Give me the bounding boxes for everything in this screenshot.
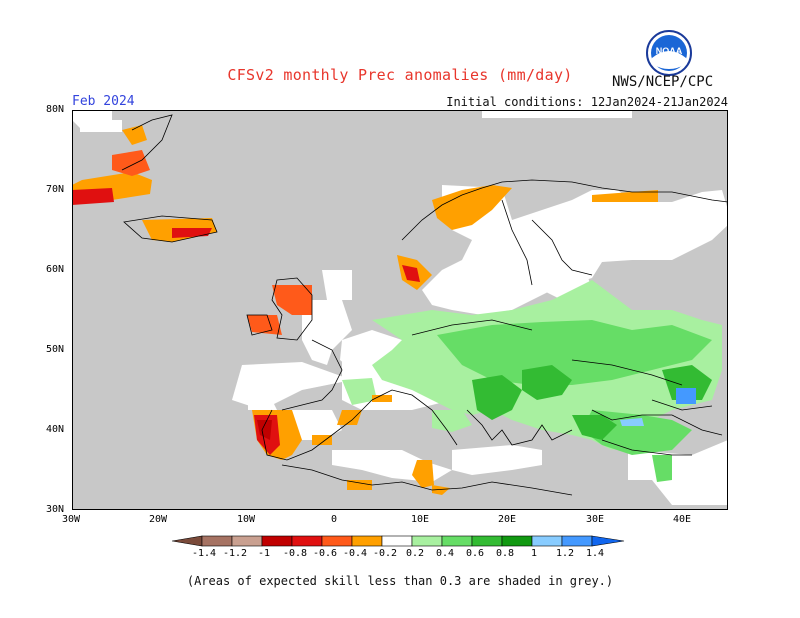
- lat-label: 50N: [46, 344, 65, 355]
- legend-tick: 1.4: [586, 548, 605, 559]
- noaa-logo-text: NOAA: [656, 46, 683, 56]
- legend-tick: 0.8: [496, 548, 515, 559]
- color-legend: [171, 533, 632, 555]
- lon-label: 0: [331, 514, 338, 525]
- lat-label: 40N: [46, 424, 65, 435]
- lat-label: 60N: [46, 264, 65, 275]
- legend-tick: 1.2: [556, 548, 575, 559]
- legend-tick: 0.6: [466, 548, 485, 559]
- legend-tick: -1: [258, 548, 271, 559]
- lat-label: 70N: [46, 184, 65, 195]
- skill-footnote: (Areas of expected skill less than 0.3 a…: [186, 574, 614, 588]
- lat-label: 30N: [46, 504, 65, 515]
- legend-tick: -0.2: [373, 548, 398, 559]
- map-title: CFSv2 monthly Prec anomalies (mm/day): [227, 66, 573, 84]
- legend-tick: -0.8: [283, 548, 308, 559]
- lon-label: 40E: [673, 514, 692, 525]
- noaa-logo: NOAA: [646, 30, 692, 76]
- legend-tick: 1: [531, 548, 538, 559]
- legend-tick: 0.2: [406, 548, 425, 559]
- legend-arrow-right: [591, 535, 625, 547]
- forecast-month-label: Feb 2024: [72, 94, 135, 109]
- map-frame: [72, 110, 728, 510]
- positive-anomaly-areas: [342, 280, 722, 482]
- initial-conditions-label: Initial conditions: 12Jan2024-21Jan2024: [446, 95, 728, 109]
- lon-label: 10E: [411, 514, 430, 525]
- lon-label: 30W: [62, 514, 81, 525]
- anomaly-map: [72, 110, 729, 514]
- coastlines: [121, 114, 729, 496]
- lon-label: 10W: [237, 514, 256, 525]
- lon-label: 20W: [149, 514, 168, 525]
- legend-tick: -1.2: [223, 548, 248, 559]
- lon-label: 20E: [498, 514, 517, 525]
- organization-label: NWS/NCEP/CPC: [612, 74, 714, 90]
- lat-label: 80N: [46, 104, 65, 115]
- neutral-areas: [72, 110, 728, 505]
- legend-tick: -0.4: [343, 548, 368, 559]
- legend-tick: -1.4: [192, 548, 217, 559]
- legend-arrow-left: [171, 535, 203, 547]
- legend-tick: 0.4: [436, 548, 455, 559]
- lon-label: 30E: [586, 514, 605, 525]
- legend-tick: -0.6: [313, 548, 338, 559]
